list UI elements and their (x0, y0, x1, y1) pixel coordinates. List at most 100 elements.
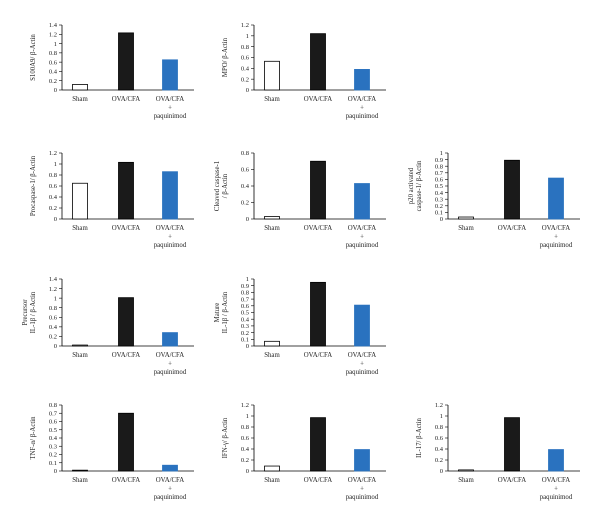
chart-panel-7: 00.10.20.30.40.50.60.70.80.91 Mature IL-1β… (214, 276, 386, 376)
bar-ova-cfa (118, 412, 134, 472)
y-tick-label: 0.1 (435, 210, 443, 217)
y-tick-label: 0.8 (241, 44, 249, 51)
chart-panel-8: 00.10.2 0.30.40.50.6 0.70.8 TNF-α/ β-Actin S… (30, 402, 194, 501)
y-tick-label: 0.8 (49, 402, 57, 409)
y-tick-label: 0 (54, 216, 57, 223)
y-tick-label: 0.8 (241, 424, 249, 431)
x-tick-label: OVA/CFA (156, 225, 185, 232)
y-tick-label: 0.8 (49, 305, 57, 312)
y-axis-label: IL-17/ β-Actin (416, 417, 423, 457)
y-axis-label: MPO/ β-Actin (222, 37, 229, 77)
y-tick-label: 0.2 (241, 457, 249, 464)
x-tick-label: paquinimod (154, 242, 187, 249)
x-tick-label: + (554, 486, 558, 493)
y-tick-label: 1 (246, 33, 249, 40)
y-axis-label: S100A9/ β-Actin (30, 34, 37, 81)
x-tick-label: OVA/CFA (112, 477, 141, 484)
bar-ova-cfa (118, 32, 134, 91)
chart-panel-2: 0 0.2 0.4 0.6 0.8 1 1.2 MPO/ β-Actin Sham OVA/CFA… (222, 22, 386, 120)
bar-ova-cfa (504, 417, 520, 472)
x-tick-label: OVA/CFA (112, 225, 141, 232)
y-tick-label: 0.6 (435, 435, 444, 442)
x-tick-label: Sham (458, 477, 474, 484)
bar-ova-cfa (310, 417, 326, 472)
bar-ova-cfa-paquinimod (548, 449, 564, 472)
bar-ova-cfa-paquinimod (354, 449, 370, 472)
x-tick-label: paquinimod (346, 242, 379, 249)
x-tick-label: OVA/CFA (112, 96, 141, 103)
y-axis-label: caspase-1/ β-Actin (416, 160, 423, 211)
bar-ova-cfa (310, 281, 326, 347)
x-tick-label: OVA/CFA (542, 477, 571, 484)
y-tick-label: 1 (440, 413, 443, 420)
x-tick-label: Sham (264, 96, 280, 103)
y-tick-label: 1.2 (435, 402, 443, 409)
x-tick-label: OVA/CFA (348, 225, 377, 232)
y-tick-label: 0.4 (241, 446, 250, 453)
y-tick-label: 0.6 (241, 55, 250, 62)
x-tick-label: + (168, 361, 172, 368)
y-tick-label: 0.6 (435, 177, 444, 184)
y-tick-label: 0.8 (435, 163, 443, 170)
x-tick-label: paquinimod (154, 494, 187, 501)
y-axis-label: IL-1β / β-Actin (222, 291, 229, 333)
y-tick-label: 0.7 (49, 410, 58, 417)
y-tick-label: 0.4 (241, 316, 250, 323)
bar-ova-cfa-paquinimod (162, 464, 178, 472)
y-tick-label: 0.2 (49, 205, 57, 212)
x-tick-label: Sham (72, 225, 88, 232)
y-tick-label: 1.4 (49, 276, 58, 283)
bar-sham (72, 344, 88, 347)
y-tick-label: 0.8 (49, 50, 57, 57)
bar-sham (264, 465, 280, 472)
bar-ova-cfa-paquinimod (162, 59, 178, 91)
x-tick-label: OVA/CFA (112, 352, 141, 359)
x-tick-label: paquinimod (154, 369, 187, 376)
y-axis-label: Procaspase-1/ β-Actin (30, 155, 37, 216)
y-tick-label: 0.4 (435, 190, 444, 197)
x-tick-label: OVA/CFA (542, 225, 571, 232)
y-tick-label: 0.6 (49, 59, 58, 66)
x-tick-label: Sham (264, 225, 280, 232)
y-tick-label: 0.2 (435, 203, 443, 210)
y-axis-label: IL-1β / β-Actin (30, 291, 37, 333)
chart-panel-4: 0 0.2 0.4 0.6 0.8 Cleaved caspase-1/ β-Actin S… (214, 150, 386, 249)
y-tick-label: 0 (246, 87, 249, 94)
bar-sham (72, 84, 88, 91)
y-tick-label: 0.2 (241, 76, 249, 83)
y-tick-label: 1 (54, 161, 57, 168)
x-tick-label: Sham (264, 352, 280, 359)
bar-sham (72, 469, 88, 472)
x-tick-label: OVA/CFA (304, 477, 333, 484)
x-tick-label: paquinimod (346, 369, 379, 376)
y-tick-label: 0.8 (241, 290, 249, 297)
chart-panel-10: 0 0.2 0.4 0.6 0.8 1 1.2 IL-17/ β-Actin Sham OVA/C… (416, 402, 580, 501)
chart-panel-3: 0 0.2 0.4 0.6 0.8 1 1.2 Procaspase-1/ β-Actin Sh… (30, 150, 194, 249)
y-tick-label: 1.2 (49, 286, 57, 293)
y-tick-label: 0.2 (241, 200, 249, 207)
bar-sham (458, 216, 474, 220)
x-tick-label: paquinimod (346, 113, 379, 120)
x-tick-label: + (168, 105, 172, 112)
y-tick-label: 1 (246, 276, 249, 283)
y-tick-label: 0 (246, 468, 249, 475)
y-tick-label: 0.3 (435, 196, 443, 203)
x-tick-label: paquinimod (346, 494, 379, 501)
x-tick-label: Sham (458, 225, 474, 232)
y-tick-label: 0.4 (49, 194, 58, 201)
x-tick-label: paquinimod (540, 494, 573, 501)
y-tick-label: 0.7 (241, 296, 250, 303)
bar-ova-cfa-paquinimod (162, 171, 178, 220)
bar-sham (264, 340, 280, 347)
bar-ova-cfa (310, 160, 326, 220)
x-tick-label: OVA/CFA (348, 352, 377, 359)
bar-ova-cfa (118, 297, 134, 347)
y-tick-label: 0.8 (241, 150, 249, 157)
x-tick-label: OVA/CFA (156, 477, 185, 484)
y-axis-label: Mature (214, 303, 221, 323)
bar-ova-cfa-paquinimod (354, 69, 370, 91)
y-tick-label: 0.2 (49, 452, 57, 459)
x-tick-label: OVA/CFA (498, 477, 527, 484)
y-tick-label: 0.4 (241, 183, 250, 190)
